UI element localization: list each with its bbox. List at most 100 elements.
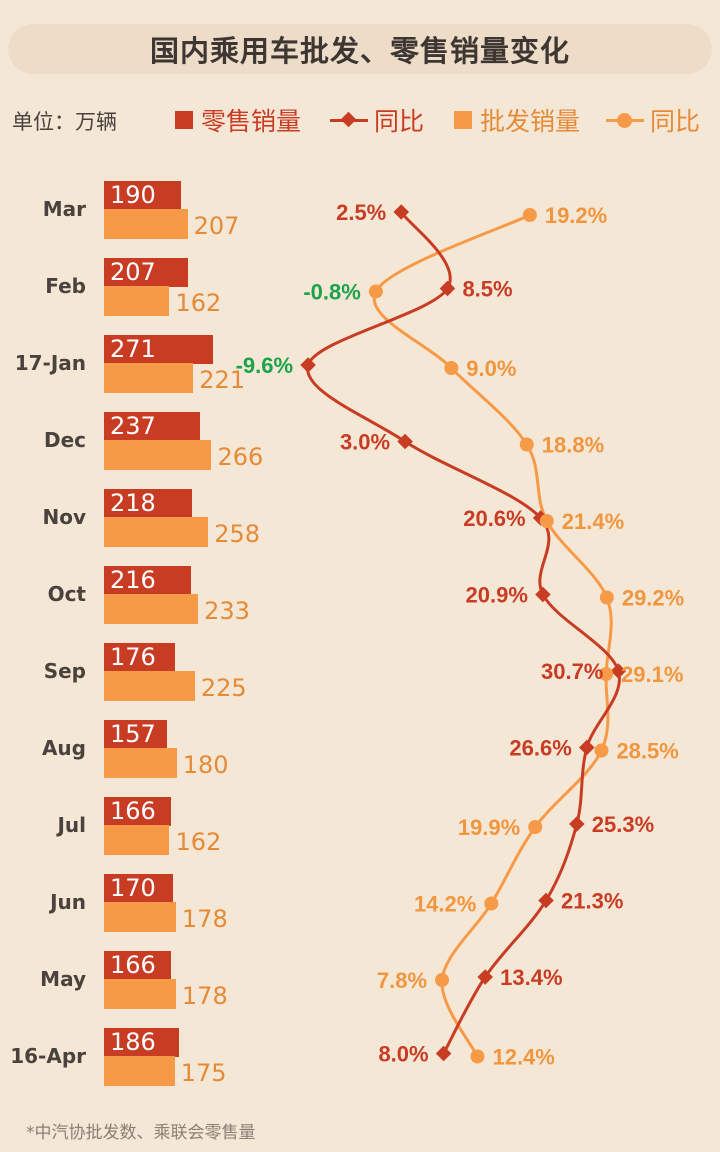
wholesale-bar [104,1056,175,1086]
retail-bar [104,643,176,672]
retail-yoy-point [397,433,413,450]
wholesale-value-label: 258 [214,520,261,548]
retail-yoy-label: 8.0% [378,1042,428,1067]
retail-value-label: 218 [110,489,156,517]
wholesale-yoy-point [470,1049,485,1064]
retail-yoy-line [306,211,621,1055]
category-label: Dec [43,428,86,452]
wholesale-bar [104,209,188,239]
wholesale-yoy-point [599,590,614,605]
wholesale-bar [104,902,176,932]
category-label: 16-Apr [10,1044,86,1068]
wholesale-yoy-label: 21.4% [562,509,624,534]
bar-row: Nov 218 258 [0,489,300,549]
legend-retail: 零售销量 [175,102,301,138]
retail-value-label: 186 [110,1028,156,1056]
wholesale-bar [104,748,177,778]
retail-yoy-point [300,357,316,373]
wholesale-yoy-label: 28.5% [616,739,678,764]
wholesale-yoy-point [599,667,614,681]
wholesale-yoy-point [528,820,543,834]
wholesale-yoy-point [444,361,459,375]
wholesale-yoy-point [539,514,554,528]
wholesale-yoy-label: 14.2% [414,892,476,917]
wholesale-bar [104,594,199,624]
legend-retail-yoy: 同比 [330,102,424,138]
retail-bar [104,489,193,518]
category-label: Mar [42,197,86,221]
retail-value-label: 190 [110,181,156,209]
retail-bar [104,412,200,441]
bar-row: Dec 237 266 [0,412,300,472]
wholesale-bar [104,979,176,1009]
bar-row: Oct 216 233 [0,566,300,626]
chart-title: 国内乘用车批发、零售销量变化 [149,34,570,68]
retail-bar [104,335,214,364]
bar-row: Aug 157 180 [0,720,300,780]
retail-value-label: 157 [110,720,156,748]
retail-yoy-label: 8.5% [462,277,512,302]
bar-row: Jun 170 178 [0,874,300,934]
wholesale-value-label: 207 [193,212,240,240]
wholesale-yoy-point [594,743,609,758]
wholesale-yoy-label: 12.4% [492,1045,554,1070]
wholesale-value-label: 175 [180,1059,227,1087]
wholesale-value-label: 178 [181,982,228,1010]
wholesale-yoy-label: 19.9% [458,815,520,840]
category-label: Aug [41,736,86,760]
legend-wholesale-yoy-swatch [606,110,644,130]
retail-value-label: 237 [110,412,156,440]
legend-wholesale: 批发销量 [454,102,580,138]
wholesale-value-label: 178 [181,905,228,933]
retail-yoy-point [435,1045,452,1062]
wholesale-yoy-point [522,208,537,222]
retail-yoy-label: 13.4% [500,965,562,990]
retail-value-label: 271 [110,335,156,363]
retail-value-label: 176 [110,643,156,671]
retail-value-label: 207 [110,258,156,286]
retail-value-label: 170 [110,874,156,902]
retail-yoy-point [538,892,554,909]
wholesale-value-label: 180 [182,751,229,779]
retail-bar [104,181,181,210]
bar-row: Mar 190 207 [0,181,300,241]
legend-wholesale-swatch [454,111,472,129]
retail-bar [104,951,172,980]
legend-wholesale-yoy-label: 同比 [650,107,701,136]
wholesale-yoy-label: 9.0% [466,356,516,381]
bar-row: 16-Apr 186 175 [0,1028,300,1088]
wholesale-bar [104,517,209,547]
wholesale-bar [104,286,170,316]
retail-yoy-point [610,663,627,679]
retail-yoy-label: 2.5% [336,200,386,225]
retail-yoy-label: 20.6% [463,506,525,531]
bar-row: Jul 166 162 [0,797,300,857]
retail-yoy-label: 30.7% [541,659,603,684]
wholesale-yoy-label: 7.8% [377,968,427,993]
legend-retail-label: 零售销量 [201,107,302,136]
legend: 单位：万辆 零售销量 同比 批发销量 同比 [10,100,720,140]
legend-retail-yoy-label: 同比 [374,107,425,136]
wholesale-bar [104,363,194,393]
retail-yoy-label: -9.6% [236,353,293,378]
retail-yoy-label: 26.6% [509,736,571,761]
retail-bar [104,797,172,826]
wholesale-bar [104,825,170,855]
legend-wholesale-yoy: 同比 [606,102,700,138]
bar-row: 17-Jan 271 221 [0,335,300,395]
wholesale-yoy-label: 29.1% [621,662,683,687]
retail-bar [104,566,192,595]
wholesale-value-label: 266 [217,443,264,471]
category-label: 17-Jan [14,351,86,375]
retail-bar [104,874,173,903]
category-label: Oct [47,582,86,606]
retail-yoy-point [579,739,595,756]
category-label: Sep [43,659,86,683]
wholesale-yoy-label: 19.2% [545,203,607,228]
category-label: May [40,967,86,991]
title-bar: 国内乘用车批发、零售销量变化 [8,24,712,74]
wholesale-bar [104,671,195,701]
retail-yoy-point [569,816,585,832]
legend-retail-swatch [175,111,193,129]
